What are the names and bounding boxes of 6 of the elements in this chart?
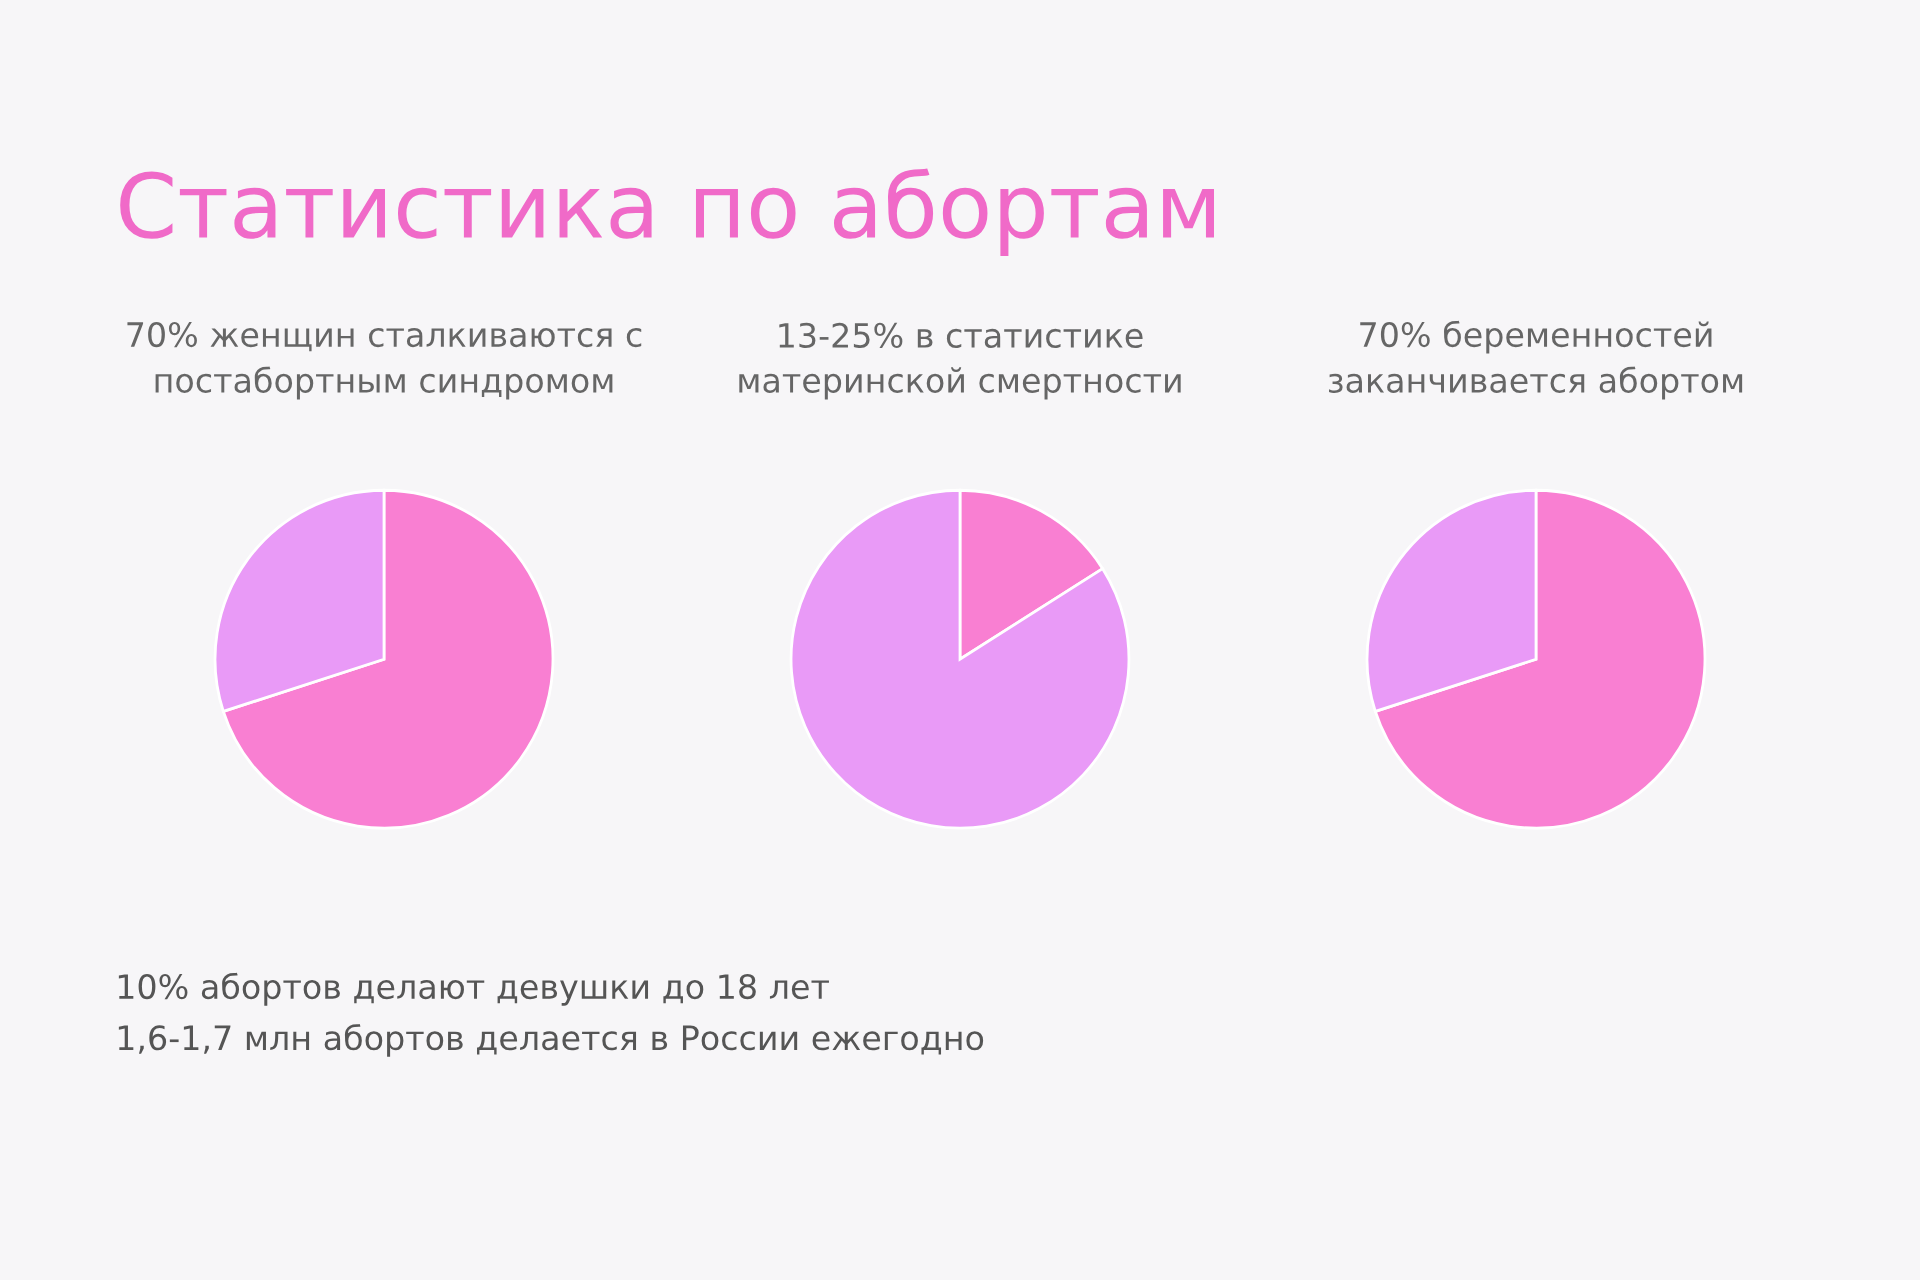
text: 10% абортов делают девушки до 18 лет: [118, 972, 829, 1006]
chart-title: 13-25% в статистике материнской смертности: [739, 322, 1181, 400]
chart-title: 70% беременностей заканчивается абортом: [1329, 320, 1743, 400]
text: Статистика по абортам: [120, 168, 1214, 256]
chart-title: 70% женщин сталкиваются с постабортным синдромом: [127, 321, 642, 400]
text: 1,6-1,7 млн абортов делается в России ежегодно: [118, 1024, 984, 1057]
